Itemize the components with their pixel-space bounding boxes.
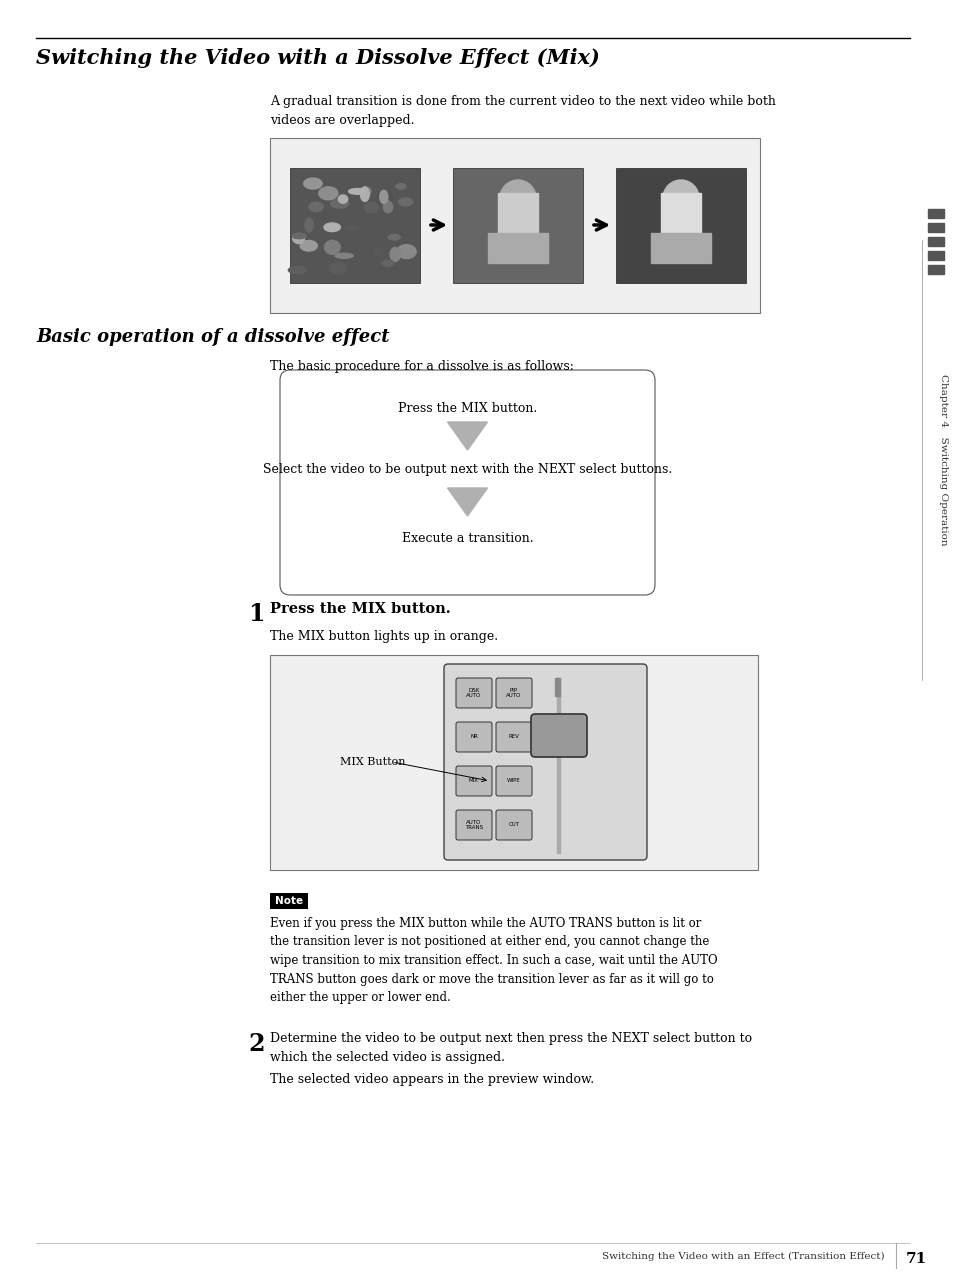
Ellipse shape: [303, 178, 322, 189]
FancyBboxPatch shape: [443, 664, 646, 860]
FancyBboxPatch shape: [496, 766, 532, 796]
FancyBboxPatch shape: [456, 766, 492, 796]
Text: Chapter 4   Switching Operation: Chapter 4 Switching Operation: [939, 375, 947, 545]
FancyBboxPatch shape: [456, 810, 492, 840]
Ellipse shape: [338, 195, 347, 204]
Text: Press the MIX button.: Press the MIX button.: [397, 403, 537, 415]
Ellipse shape: [381, 260, 394, 266]
Text: WIPE: WIPE: [507, 778, 520, 784]
Text: 1: 1: [248, 603, 264, 626]
FancyBboxPatch shape: [270, 893, 308, 910]
Bar: [927, 265, 943, 274]
Text: PIP
AUTO: PIP AUTO: [506, 688, 521, 698]
Ellipse shape: [335, 254, 353, 259]
FancyBboxPatch shape: [456, 678, 492, 708]
Text: Note: Note: [274, 896, 303, 906]
Ellipse shape: [292, 233, 306, 238]
Text: MIX: MIX: [469, 778, 478, 784]
FancyBboxPatch shape: [496, 810, 532, 840]
Bar: [927, 223, 943, 232]
Ellipse shape: [324, 241, 340, 255]
Ellipse shape: [396, 245, 416, 259]
Ellipse shape: [395, 183, 406, 189]
Ellipse shape: [360, 187, 369, 201]
FancyBboxPatch shape: [270, 138, 760, 313]
Text: NR: NR: [470, 735, 477, 739]
Circle shape: [499, 180, 536, 217]
FancyBboxPatch shape: [496, 678, 532, 708]
Text: 71: 71: [905, 1252, 926, 1266]
FancyBboxPatch shape: [456, 722, 492, 752]
Ellipse shape: [388, 234, 400, 240]
Text: The selected video appears in the preview window.: The selected video appears in the previe…: [270, 1073, 594, 1085]
Ellipse shape: [331, 200, 348, 208]
Circle shape: [662, 180, 699, 217]
Text: The MIX button lights up in orange.: The MIX button lights up in orange.: [270, 631, 497, 643]
Text: Determine the video to be output next then press the NEXT select button to
which: Determine the video to be output next th…: [270, 1032, 751, 1064]
Ellipse shape: [390, 247, 400, 261]
FancyBboxPatch shape: [453, 168, 582, 283]
Text: Even if you press the MIX button while the AUTO TRANS button is lit or
the trans: Even if you press the MIX button while t…: [270, 917, 717, 1004]
Ellipse shape: [379, 190, 388, 204]
Ellipse shape: [377, 191, 392, 203]
Text: Select the video to be output next with the NEXT select buttons.: Select the video to be output next with …: [263, 462, 672, 476]
Text: Press the MIX button.: Press the MIX button.: [270, 603, 450, 617]
Text: REV: REV: [508, 735, 518, 739]
Ellipse shape: [348, 189, 366, 194]
Ellipse shape: [359, 187, 371, 196]
Text: AUTO
TRANS: AUTO TRANS: [464, 820, 482, 829]
FancyBboxPatch shape: [531, 713, 586, 757]
Ellipse shape: [314, 213, 332, 220]
Bar: [488, 233, 547, 262]
Bar: [660, 192, 700, 248]
Polygon shape: [447, 422, 487, 450]
Polygon shape: [447, 488, 487, 516]
FancyBboxPatch shape: [270, 655, 758, 870]
Bar: [927, 209, 943, 218]
Ellipse shape: [309, 203, 323, 211]
Text: DSK
AUTO: DSK AUTO: [466, 688, 481, 698]
Ellipse shape: [293, 233, 304, 243]
Ellipse shape: [364, 203, 378, 213]
Ellipse shape: [300, 241, 317, 251]
Bar: [555, 678, 559, 696]
Text: Switching the Video with a Dissolve Effect (Mix): Switching the Video with a Dissolve Effe…: [36, 48, 599, 68]
Bar: [497, 192, 537, 248]
FancyBboxPatch shape: [616, 168, 745, 283]
Ellipse shape: [398, 197, 413, 206]
Text: MIX Button: MIX Button: [339, 757, 405, 767]
Ellipse shape: [324, 223, 340, 232]
Text: Basic operation of a dissolve effect: Basic operation of a dissolve effect: [36, 327, 389, 347]
Text: A gradual transition is done from the current video to the next video while both: A gradual transition is done from the cu…: [270, 96, 775, 127]
FancyBboxPatch shape: [496, 722, 532, 752]
Bar: [927, 251, 943, 260]
Bar: [557, 678, 559, 854]
FancyBboxPatch shape: [280, 369, 655, 595]
Text: CUT: CUT: [508, 823, 519, 828]
Bar: [650, 233, 710, 262]
Ellipse shape: [345, 225, 358, 231]
Text: 2: 2: [248, 1032, 264, 1056]
Ellipse shape: [330, 262, 346, 274]
Text: Execute a transition.: Execute a transition.: [401, 533, 533, 545]
Ellipse shape: [383, 201, 392, 213]
Ellipse shape: [374, 247, 383, 256]
Ellipse shape: [305, 218, 313, 232]
Bar: [927, 237, 943, 246]
Text: The basic procedure for a dissolve is as follows:: The basic procedure for a dissolve is as…: [270, 361, 574, 373]
Ellipse shape: [288, 266, 306, 274]
Text: Switching the Video with an Effect (Transition Effect): Switching the Video with an Effect (Tran…: [601, 1252, 883, 1261]
FancyBboxPatch shape: [290, 168, 419, 283]
Ellipse shape: [318, 187, 337, 200]
